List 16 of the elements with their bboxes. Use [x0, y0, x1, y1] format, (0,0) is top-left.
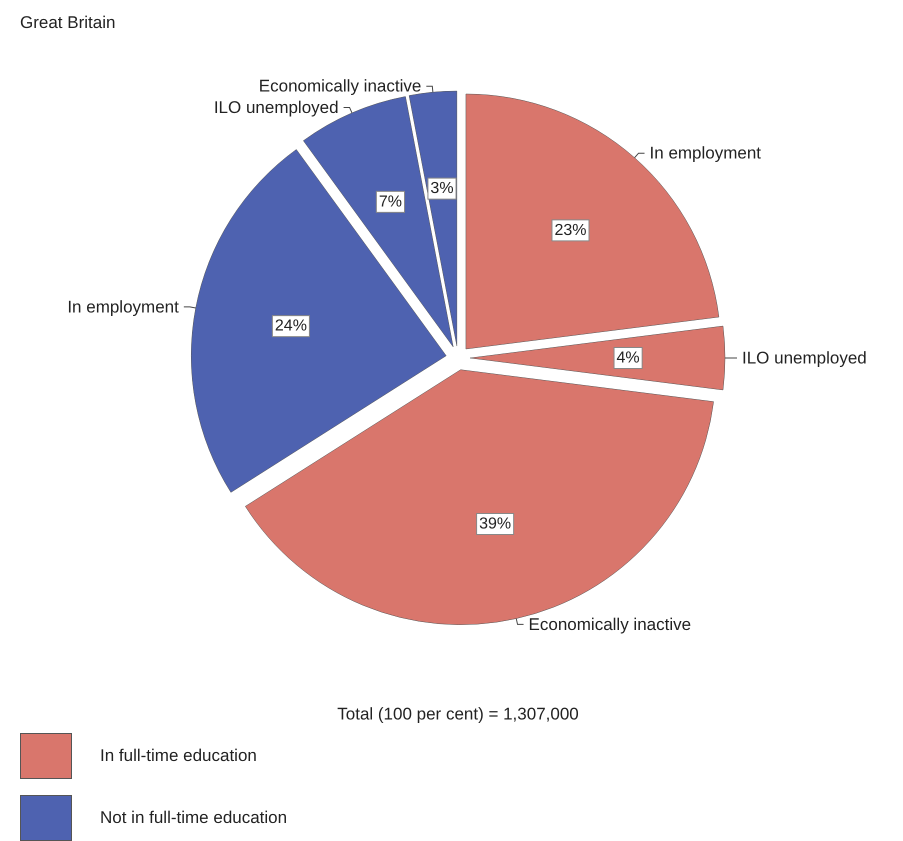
slice-label: Economically inactive	[528, 614, 692, 634]
text: Not in full-time education	[100, 808, 288, 828]
text: Great Britain	[20, 13, 116, 32]
slice-label: In employment	[650, 144, 762, 163]
data-label: 7%	[378, 193, 402, 210]
slice-label: ILO unemployed	[742, 348, 867, 368]
slice-label: ILO unemployed	[214, 98, 339, 117]
data-label: 24%	[274, 318, 307, 335]
data-label: 3%	[430, 180, 454, 198]
data-label: 23%	[554, 222, 587, 239]
data-label: 39%	[479, 516, 512, 533]
slice-label: Economically inactive	[258, 76, 422, 96]
data-label: 4%	[616, 350, 640, 366]
slice-label: In employment	[67, 297, 180, 316]
text: In full-time education	[100, 746, 257, 766]
text: Total (100 per cent) = 1,307,000	[337, 704, 579, 724]
